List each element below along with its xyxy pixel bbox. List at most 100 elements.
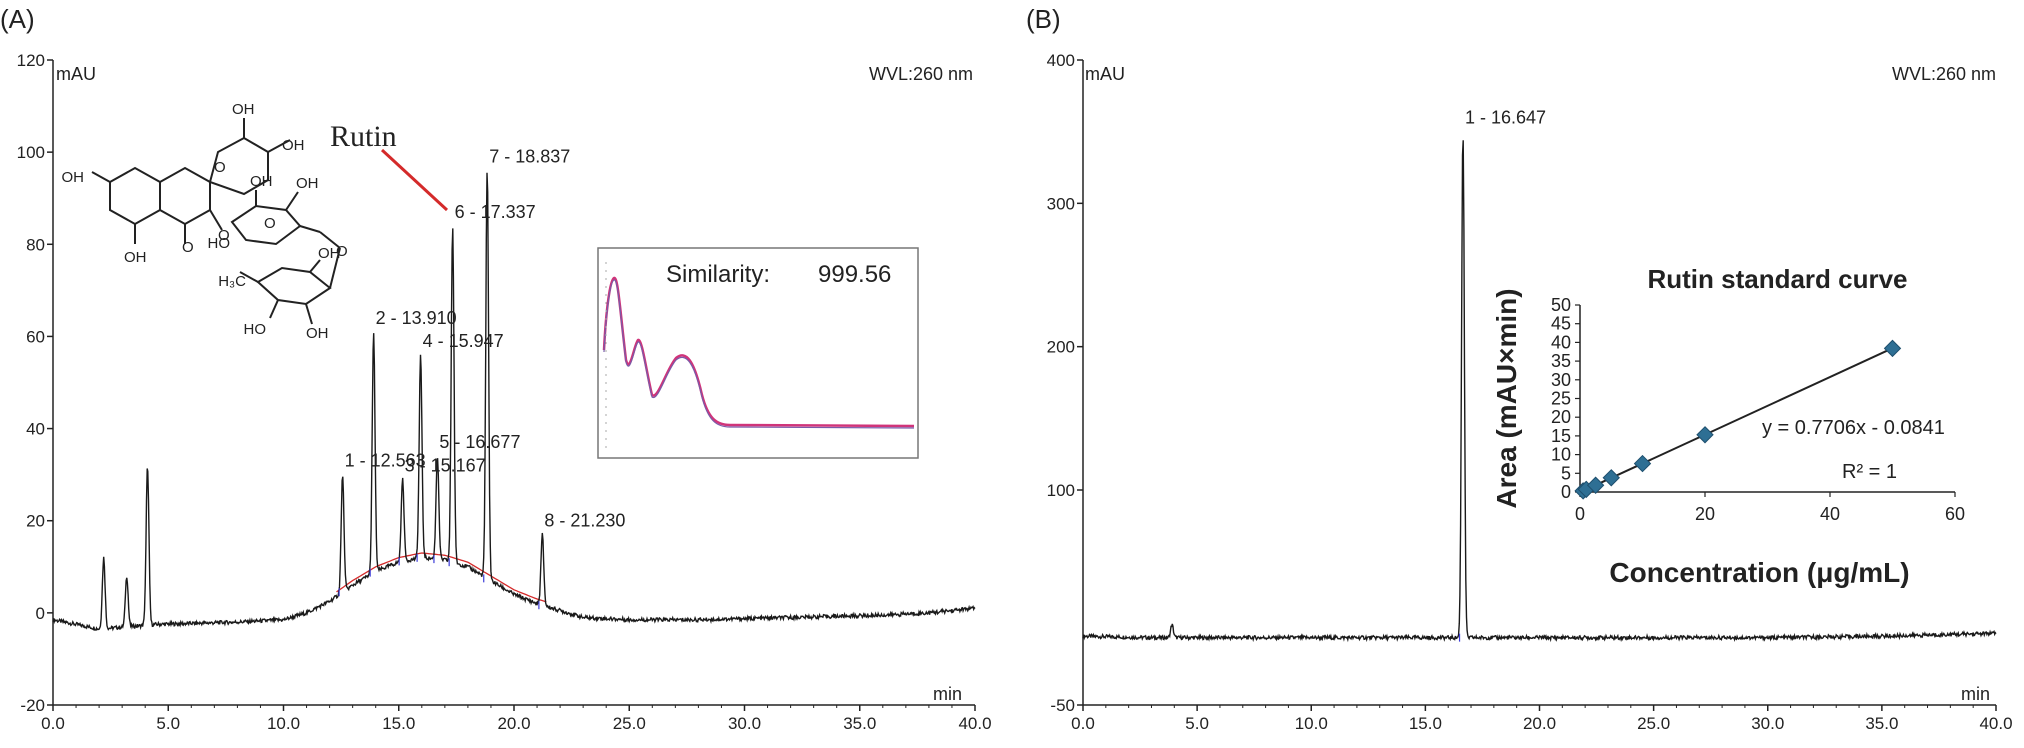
peak-label: 2 - 13.910 — [376, 308, 457, 328]
structure-label: OH — [296, 175, 319, 192]
y-tick-label: -50 — [1050, 696, 1075, 715]
x-tick-label: 0.0 — [1071, 714, 1095, 733]
rutin-pointer-line — [380, 148, 449, 212]
x-tick-label: 20.0 — [497, 714, 530, 733]
inset-y-tick-label: 5 — [1561, 463, 1571, 483]
x-tick-label: 25.0 — [613, 714, 646, 733]
structure-label: OH — [62, 169, 85, 186]
y-tick-label: 40 — [26, 420, 45, 439]
structure-label: OH — [232, 101, 255, 118]
x-tick-label: 15.0 — [1409, 714, 1442, 733]
structure-label: O — [264, 215, 276, 232]
similarity-value: 999.56 — [818, 261, 891, 288]
panel-a-x-unit: min — [933, 684, 962, 704]
inset-y-tick-label: 45 — [1551, 314, 1571, 334]
y-tick-label: 0 — [36, 604, 45, 623]
inset-x-tick-label: 0 — [1575, 504, 1585, 524]
uv-spectrum-inset: Similarity: 999.56 — [597, 247, 919, 459]
x-tick-label: 15.0 — [382, 714, 415, 733]
chromatogram-line — [52, 172, 976, 632]
peak-label: 7 - 18.837 — [489, 147, 570, 167]
rutin-compound-label: Rutin — [330, 120, 397, 153]
inset-x-axis-label: Concentration (μg/mL) — [1609, 557, 1909, 588]
panel-a-label: (A) — [0, 4, 35, 34]
inset-y-tick-label: 20 — [1551, 407, 1571, 427]
x-tick-label: 40.0 — [1979, 714, 2012, 733]
inset-y-tick-label: 10 — [1551, 445, 1571, 465]
panel-b-unit-label: mAU — [1085, 64, 1125, 84]
y-tick-label: 60 — [26, 327, 45, 346]
x-tick-label: 5.0 — [1185, 714, 1209, 733]
fit-equation: y = 0.7706x - 0.0841 — [1762, 417, 1945, 439]
structure-label: O — [214, 159, 226, 176]
y-tick-label: -20 — [20, 696, 45, 715]
peak-label: 3 - 15.167 — [405, 455, 486, 475]
panel-a-peak-labels: 1 - 12.563 2 - 13.910 3 - 15.167 4 - 15.947… — [338, 147, 625, 610]
panel-a-unit-label: mAU — [56, 64, 96, 84]
inset-x-tick-label: 40 — [1820, 504, 1840, 524]
inset-y-tick-label: 15 — [1551, 426, 1571, 446]
fit-line — [1581, 347, 1893, 493]
peak-label: 6 - 17.337 — [455, 202, 536, 222]
y-tick-label: 100 — [17, 143, 45, 162]
inset-y-tick-label: 30 — [1551, 370, 1571, 390]
panel-a-wvl-label: WVL:260 nm — [869, 64, 973, 84]
inset-y-tick-label: 25 — [1551, 389, 1571, 409]
structure-label: OH — [250, 173, 273, 190]
structure-label: HO — [208, 235, 231, 252]
data-point — [1586, 476, 1605, 494]
structure-label: H₃C — [218, 273, 246, 290]
y-tick-label: 80 — [26, 235, 45, 254]
x-tick-label: 35.0 — [843, 714, 876, 733]
inset-title: Rutin standard curve — [1647, 264, 1907, 294]
inset-x-tick-label: 20 — [1695, 504, 1715, 524]
structure-label: O — [336, 243, 348, 260]
peak-label: 4 - 15.947 — [423, 331, 504, 351]
panel-b-axes: 0.0 5.0 10.0 15.0 20.0 25.0 30.0 35.0 40.0-50100… — [1047, 51, 2013, 733]
uv-spectrum-line-2 — [603, 279, 915, 429]
panel-b-wvl-label: WVL:260 nm — [1892, 64, 1996, 84]
x-tick-label: 30.0 — [1751, 714, 1784, 733]
inset-x-tick-label: 60 — [1945, 504, 1965, 524]
panel-a: (A) 0.0 5.0 10.0 15.0 20.0 25.0 30.0 35.0 40.0 -2… — [0, 4, 992, 733]
data-point — [1883, 339, 1902, 358]
inset-y-tick-label: 50 — [1551, 295, 1571, 315]
structure-label: HO — [244, 321, 267, 338]
structure-label: O — [218, 227, 230, 244]
data-point — [1696, 426, 1714, 444]
inset-y-tick-label: 40 — [1551, 332, 1571, 352]
structure-label: OH — [124, 249, 147, 266]
x-tick-label: 20.0 — [1523, 714, 1556, 733]
x-tick-label: 10.0 — [267, 714, 300, 733]
panel-b-x-unit: min — [1961, 684, 1990, 704]
x-tick-label: 30.0 — [728, 714, 761, 733]
peak-label: 8 - 21.230 — [544, 511, 625, 531]
rutin-structure-image — [91, 118, 341, 325]
y-tick-label: 20 — [26, 512, 45, 531]
peak-label: 1 - 12.563 — [345, 451, 426, 471]
inset-y-tick-label: 35 — [1551, 351, 1571, 371]
structure-label: OH — [318, 245, 341, 262]
y-tick-label: 400 — [1047, 51, 1075, 70]
x-tick-label: 0.0 — [41, 714, 65, 733]
panel-b: (B) 0.0 5.0 10.0 15.0 20.0 25.0 30.0 35.0 40.0 -5… — [1026, 4, 2013, 733]
x-tick-label: 35.0 — [1865, 714, 1898, 733]
panel-b-chromatogram-trace — [1082, 140, 1997, 643]
y-tick-label: 300 — [1047, 194, 1075, 213]
peak-label: 1 - 16.647 — [1465, 108, 1546, 128]
x-tick-label: 5.0 — [156, 714, 180, 733]
x-tick-label: 10.0 — [1295, 714, 1328, 733]
structure-label: OH — [306, 325, 329, 342]
y-tick-label: 120 — [17, 51, 45, 70]
structure-label: O — [182, 239, 194, 256]
panel-b-peak-labels: 1 - 16.647 — [1458, 108, 1546, 642]
y-tick-label: 100 — [1047, 481, 1075, 500]
structure-label: OH — [282, 137, 305, 154]
inset-y-axis-label: Area (mAU×min) — [1491, 288, 1522, 508]
panel-a-axes: 0.0 5.0 10.0 15.0 20.0 25.0 30.0 35.0 40.0 -20 0 20… — [17, 51, 992, 733]
x-tick-label: 25.0 — [1637, 714, 1670, 733]
chromatogram-line — [1082, 140, 1997, 643]
data-point — [1602, 469, 1620, 487]
standard-curve-inset: Rutin standard curve05101520253035404550… — [1491, 264, 1965, 588]
